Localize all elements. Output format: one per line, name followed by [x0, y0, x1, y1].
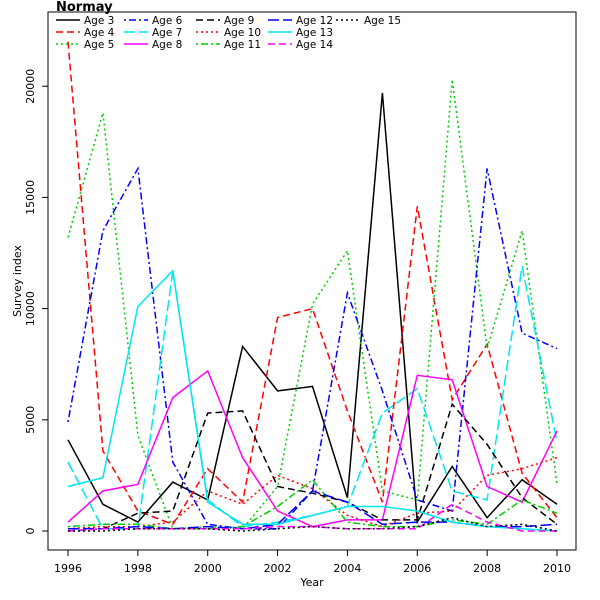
legend-label: Age 7 [152, 27, 182, 39]
series-lines [67, 41, 558, 532]
y-tick-label: 15000 [24, 180, 37, 215]
x-axis: 1996 1998 2000 2002 2004 2006 2008 2010 [54, 550, 571, 575]
legend-label: Age 10 [224, 27, 261, 39]
series-line-age-15 [68, 516, 558, 532]
legend-label: Age 6 [152, 15, 183, 27]
legend-label: Age 13 [296, 27, 333, 39]
series-line-age-5 [67, 79, 558, 530]
series-line-age-4 [67, 41, 558, 526]
legend-label: Age 14 [296, 39, 333, 51]
y-tick-label: 10000 [24, 291, 37, 326]
series-line-age-6 [67, 166, 558, 530]
x-tick-label: 2000 [194, 562, 222, 575]
legend-label: Age 8 [152, 39, 182, 51]
y-axis-title: Survey index [11, 245, 24, 317]
legend-label: Age 9 [224, 15, 254, 27]
series-line-age-13 [67, 269, 558, 532]
y-tick-label: 20000 [24, 69, 37, 104]
x-tick-label: 1996 [54, 562, 82, 575]
x-tick-label: 2002 [264, 562, 292, 575]
legend-label: Age 15 [364, 15, 401, 27]
y-tick-label: 0 [24, 528, 37, 535]
x-tick-label: 2008 [473, 562, 501, 575]
legend-label: Age 12 [296, 15, 333, 27]
series-line-age-3 [67, 92, 558, 525]
x-tick-label: 2010 [543, 562, 571, 575]
x-tick-label: 2006 [403, 562, 431, 575]
x-axis-title: Year [299, 576, 324, 589]
plot-frame [47, 11, 577, 551]
x-tick-label: 1998 [124, 562, 152, 575]
y-axis: 0 5000 10000 15000 20000 [24, 69, 48, 535]
x-tick-label: 2004 [333, 562, 361, 575]
series-line-age-7 [67, 266, 558, 530]
legend-label: Age 5 [84, 39, 114, 51]
chart-title: Normay [56, 0, 113, 15]
legend-label: Age 3 [84, 15, 114, 27]
series-line-age-9 [67, 402, 558, 532]
legend-label: Age 4 [84, 27, 115, 39]
legend-label: Age 11 [224, 39, 261, 51]
y-tick-label: 5000 [24, 406, 37, 434]
series-line-age-11 [67, 478, 558, 530]
